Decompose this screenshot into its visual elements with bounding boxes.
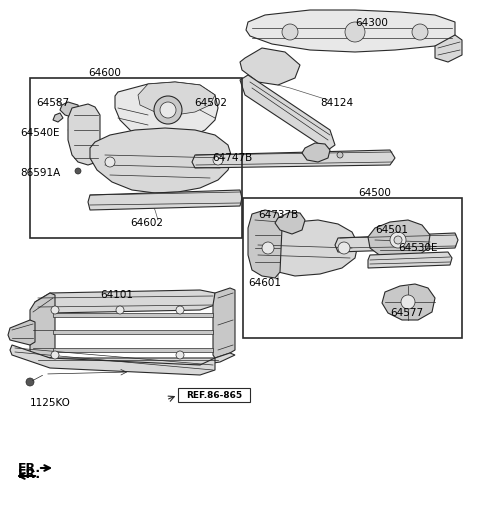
- Text: 64577: 64577: [390, 308, 423, 318]
- Circle shape: [105, 157, 115, 167]
- Circle shape: [401, 295, 415, 309]
- Polygon shape: [192, 150, 395, 168]
- Text: 64300: 64300: [355, 18, 388, 28]
- Polygon shape: [115, 82, 218, 142]
- Circle shape: [394, 236, 402, 244]
- Circle shape: [160, 102, 176, 118]
- Text: 64101: 64101: [100, 290, 133, 300]
- Text: 64737B: 64737B: [258, 210, 298, 220]
- Circle shape: [213, 155, 223, 165]
- Text: 64530E: 64530E: [398, 243, 437, 253]
- Polygon shape: [240, 75, 335, 150]
- Circle shape: [51, 306, 59, 314]
- Text: 64500: 64500: [358, 188, 391, 198]
- Polygon shape: [68, 104, 100, 165]
- Polygon shape: [246, 10, 455, 52]
- Text: 1125KO: 1125KO: [30, 398, 71, 408]
- Circle shape: [26, 378, 34, 386]
- Polygon shape: [248, 210, 282, 278]
- Polygon shape: [240, 48, 300, 85]
- Polygon shape: [382, 284, 435, 320]
- Polygon shape: [213, 288, 235, 358]
- Text: 64600: 64600: [88, 68, 121, 78]
- Polygon shape: [53, 313, 213, 317]
- Bar: [178, 388, 250, 402]
- Text: 64587: 64587: [36, 98, 69, 108]
- Polygon shape: [8, 320, 35, 345]
- Circle shape: [262, 242, 274, 254]
- Text: FR.: FR.: [18, 462, 41, 474]
- Text: FR.: FR.: [18, 468, 41, 481]
- Circle shape: [176, 351, 184, 359]
- Polygon shape: [53, 348, 213, 352]
- Text: 64601: 64601: [248, 278, 281, 288]
- Text: 86591A: 86591A: [20, 168, 60, 178]
- Polygon shape: [138, 82, 215, 115]
- Polygon shape: [53, 330, 213, 334]
- Text: REF.86-865: REF.86-865: [186, 391, 242, 399]
- Polygon shape: [10, 345, 215, 375]
- Polygon shape: [335, 233, 458, 252]
- Circle shape: [337, 152, 343, 158]
- Polygon shape: [53, 113, 63, 122]
- Polygon shape: [90, 128, 232, 193]
- Circle shape: [154, 96, 182, 124]
- Polygon shape: [435, 35, 462, 62]
- Circle shape: [282, 24, 298, 40]
- Circle shape: [412, 24, 428, 40]
- Polygon shape: [275, 212, 305, 234]
- Circle shape: [390, 232, 406, 248]
- Circle shape: [345, 22, 365, 42]
- Polygon shape: [302, 143, 330, 162]
- Polygon shape: [30, 293, 55, 358]
- Text: 64502: 64502: [194, 98, 227, 108]
- Circle shape: [116, 306, 124, 314]
- Circle shape: [51, 351, 59, 359]
- Polygon shape: [60, 102, 80, 118]
- Bar: [243, 198, 462, 338]
- Polygon shape: [368, 220, 430, 260]
- Circle shape: [338, 242, 350, 254]
- Polygon shape: [368, 252, 452, 268]
- Bar: [30, 78, 242, 238]
- Text: 84124: 84124: [320, 98, 353, 108]
- Polygon shape: [88, 190, 242, 210]
- Text: 64540E: 64540E: [20, 128, 60, 138]
- Polygon shape: [35, 353, 235, 365]
- Text: 64747B: 64747B: [212, 153, 252, 163]
- Text: 64602: 64602: [130, 218, 163, 228]
- Text: 64501: 64501: [375, 225, 408, 235]
- Circle shape: [176, 306, 184, 314]
- Polygon shape: [250, 220, 358, 276]
- Circle shape: [75, 168, 81, 174]
- Polygon shape: [35, 290, 215, 313]
